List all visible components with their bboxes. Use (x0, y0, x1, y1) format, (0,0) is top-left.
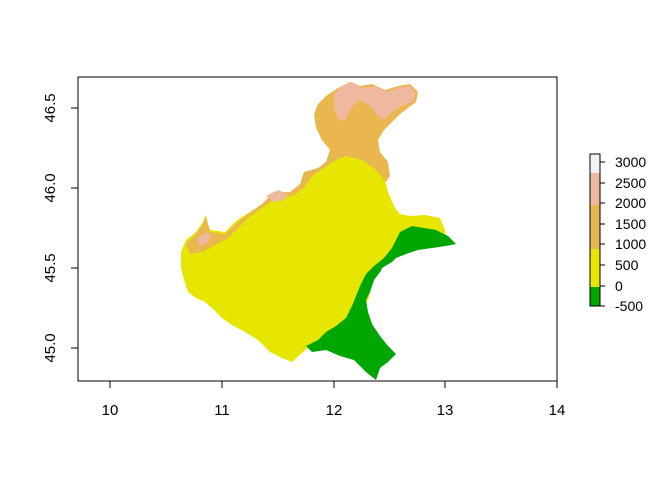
y-tick-label: 45.0 (42, 333, 59, 362)
high-peaks-area (334, 82, 416, 122)
x-tick-label: 12 (326, 402, 343, 419)
legend-label: 2500 (615, 175, 646, 191)
x-tick-label: 11 (214, 402, 230, 419)
x-tick-label: 13 (437, 402, 454, 419)
y-tick-label: 46.5 (42, 93, 59, 122)
legend-label: 3000 (615, 154, 646, 170)
mountain-area (186, 82, 418, 254)
x-tick-label: 14 (549, 402, 566, 419)
below-sea-level-area (306, 226, 456, 380)
x-tick-label: 10 (102, 402, 119, 419)
legend-label: 1000 (615, 236, 646, 252)
legend-label: 1500 (615, 216, 646, 232)
legend-swatch-lowland (590, 249, 600, 287)
legend-label: 0 (615, 278, 623, 294)
high-peaks-area (198, 232, 212, 246)
legend-label: 500 (615, 257, 639, 273)
region-elevation-map (181, 82, 456, 380)
legend-swatch-high (590, 154, 600, 173)
legend-swatch-peaks (590, 173, 600, 205)
lowland-area (181, 155, 446, 362)
legend-label: -500 (615, 298, 643, 314)
lagoon-area (378, 260, 408, 282)
y-tick-label: 45.5 (42, 253, 59, 282)
elevation-legend: 3000 2500 2000 1500 1000 500 0 -500 (589, 153, 646, 314)
y-axis: 45.0 45.5 46.0 46.5 (42, 93, 79, 363)
high-peaks-area (266, 190, 288, 202)
y-tick-label: 46.0 (42, 173, 59, 202)
legend-swatch-mountains (590, 205, 600, 249)
legend-swatch-below-zero (590, 287, 600, 306)
x-axis: 10 11 12 13 14 (102, 380, 566, 419)
legend-label: 2000 (615, 195, 646, 211)
legend-bar-frame (589, 153, 601, 307)
